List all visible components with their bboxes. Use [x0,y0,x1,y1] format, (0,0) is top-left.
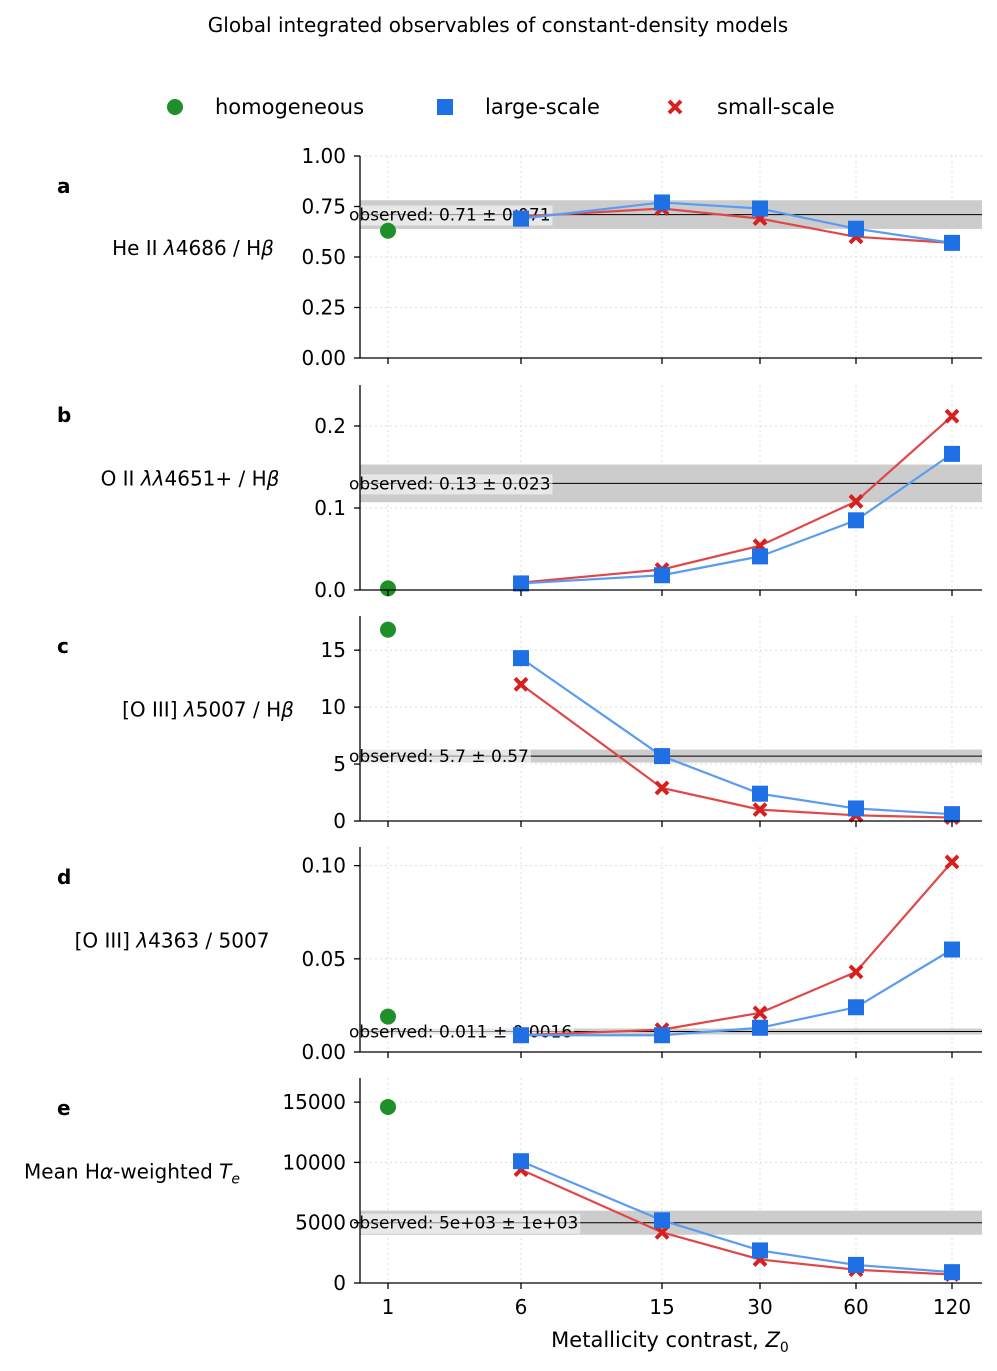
y-tick-label: 0 [333,809,346,833]
y-tick-label: 0.0 [314,578,346,602]
y-axis-label: He II λ4686 / Hβ [112,236,274,260]
x-tick-label: 15 [649,1295,674,1319]
large-scale-point [654,567,670,583]
y-tick-label: 5 [333,752,346,776]
large-scale-point [752,786,768,802]
y-tick-label: 0.00 [301,346,346,370]
y-tick-label: 15000 [282,1090,346,1114]
y-axis-label: Mean Hα-weighted Te [24,1160,240,1188]
figure: Global integrated observables of constan… [0,0,997,1371]
y-axis-label: [O III] λ4363 / 5007 [75,929,270,953]
large-scale-point [513,1027,529,1043]
x-tick-label: 1 [382,1295,395,1319]
homogeneous-point [380,1099,396,1115]
large-scale-point [752,548,768,564]
small-scale-line [521,862,952,1035]
y-tick-label: 0.05 [301,947,346,971]
y-tick-label: 5000 [295,1211,346,1235]
y-tick-label: 10 [321,695,346,719]
observed-label: observed: 0.13 ± 0.023 [349,474,551,494]
large-scale-point [944,806,960,822]
x-tick-label: 60 [843,1295,868,1319]
legend-label-homogeneous: homogeneous [215,95,364,119]
large-scale-point [848,221,864,237]
y-tick-label: 0 [333,1271,346,1295]
y-axis-label: O II λλ4651+ / Hβ [101,467,280,491]
large-scale-point [752,201,768,217]
observed-label: observed: 0.011 ± 0.0016 [349,1023,572,1043]
large-scale-point [513,1153,529,1169]
legend-label-small-scale: small-scale [717,95,835,119]
x-tick-label: 6 [515,1295,528,1319]
y-tick-label: 0.00 [301,1040,346,1064]
panel-letter: c [57,634,69,658]
large-scale-point [654,1027,670,1043]
legend-label-large-scale: large-scale [485,95,600,119]
large-scale-point [654,1212,670,1228]
homogeneous-point [380,223,396,239]
x-axis-label: Metallicity contrast, Z0 [551,1328,789,1356]
large-scale-point [848,800,864,816]
panels: observed: 0.71 ± 0.0710.000.250.500.751.… [24,144,982,1319]
y-axis-label: [O III] λ5007 / Hβ [122,698,294,722]
observed-label: observed: 5.7 ± 0.57 [349,747,529,767]
y-tick-label: 0.1 [314,496,346,520]
x-tick-label: 30 [747,1295,772,1319]
panel-e: observed: 5e+03 ± 1e+03 0 5000 10000 15000 1 6… [24,1078,982,1319]
large-scale-point [944,235,960,251]
y-tick-label: 0.2 [314,414,346,438]
panel-letter: e [57,1096,71,1120]
large-scale-point [513,211,529,227]
panel-letter: a [57,174,71,198]
y-tick-label: 0.50 [301,245,346,269]
panel-letter: d [57,865,71,889]
legend-marker-large-scale [437,99,453,115]
large-scale-point [848,999,864,1015]
y-tick-label: 0.25 [301,296,346,320]
panel-c: observed: 5.7 ± 0.57 0 5 10 15 c [O III] λ5007… [57,616,982,833]
observed-label: observed: 5e+03 ± 1e+03 [349,1214,578,1234]
large-scale-point [654,194,670,210]
y-tick-label: 1.00 [301,144,346,168]
panel-a: observed: 0.71 ± 0.071 0.00 0.25 0.50 0.75 1.… [57,144,982,370]
large-scale-point [848,1257,864,1273]
small-scale-point [515,678,527,690]
legend-marker-homogeneous [167,99,183,115]
large-scale-point [848,512,864,528]
large-scale-point [944,446,960,462]
y-tick-label: 10000 [282,1150,346,1174]
large-scale-line [521,950,952,1036]
large-scale-line [521,658,952,814]
large-scale-point [654,748,670,764]
panel-b: observed: 0.13 ± 0.023 0.0 0.1 0.2 b O II λλ4… [57,385,982,602]
x-tick-label: 120 [933,1295,971,1319]
large-scale-point [513,575,529,591]
figure-title: Global integrated observables of constan… [208,13,788,37]
large-scale-point [944,1264,960,1280]
homogeneous-point [380,1009,396,1025]
y-tick-label: 0.10 [301,854,346,878]
large-scale-point [513,650,529,666]
homogeneous-point [380,622,396,638]
legend-marker-small-scale [669,101,681,113]
y-tick-label: 0.75 [301,195,346,219]
panel-letter: b [57,403,71,427]
legend: homogeneous large-scale small-scale [167,95,835,119]
y-tick-label: 15 [321,638,346,662]
large-scale-point [944,942,960,958]
large-scale-point [752,1020,768,1036]
large-scale-point [752,1242,768,1258]
